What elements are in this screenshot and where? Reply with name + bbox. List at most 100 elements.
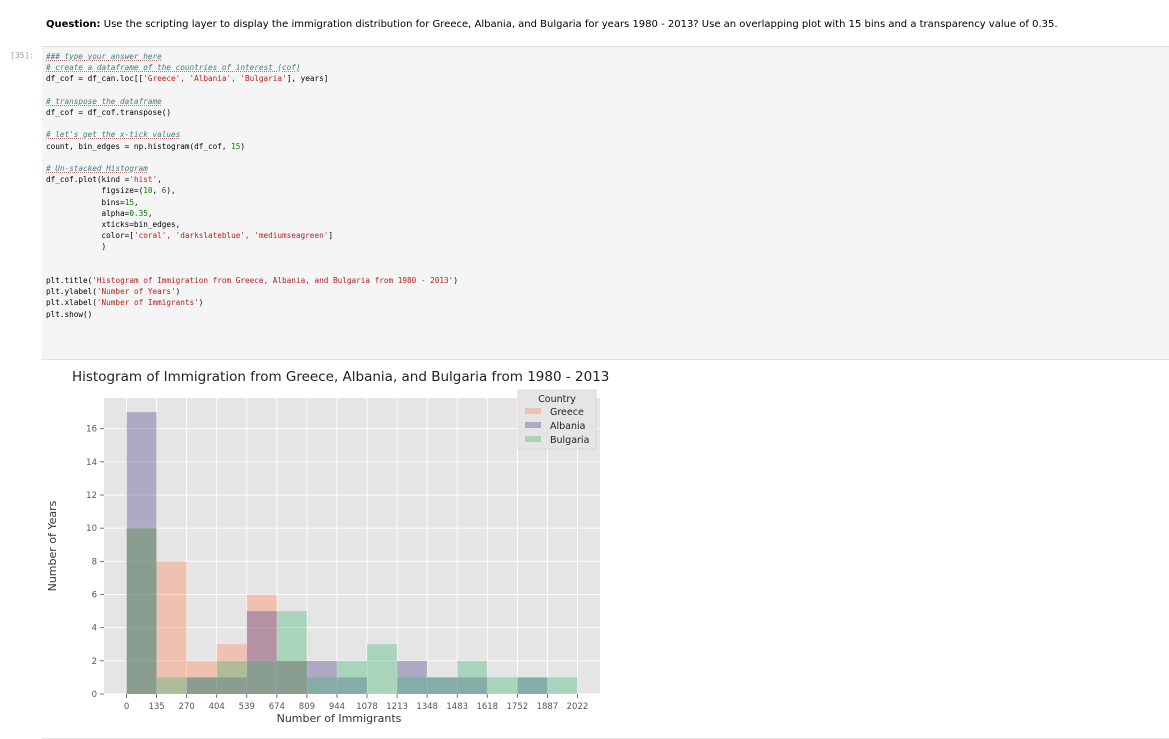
- y-axis-ticks: 0 2 4 6 8 10 12 14 16: [86, 425, 104, 700]
- code-line-12c: ,: [147, 208, 153, 218]
- x-tick-label: 674: [269, 702, 285, 712]
- bar-bulgaria-bin-8: [367, 644, 398, 694]
- bar-greece-bin-4: [246, 594, 277, 694]
- code-line-3b: 'Greece', 'Albania', 'Bulgaria': [143, 74, 287, 84]
- y-tick-label: 6: [92, 591, 97, 601]
- code-line-8: # Un-stacked Histogram: [46, 164, 148, 174]
- code-line-19: plt.show(): [46, 309, 93, 319]
- bar-albania-bin-13: [517, 677, 548, 694]
- bar-albania-bin-9: [397, 660, 428, 694]
- chart-title: Histogram of Immigration from Greece, Al…: [72, 369, 609, 385]
- question-text: Question: Use the scripting layer to dis…: [46, 18, 1156, 32]
- bar-bulgaria-bin-3: [216, 660, 247, 694]
- y-tick-label: 14: [86, 458, 97, 468]
- code-line-11a: bins=: [46, 197, 125, 207]
- bar-greece-bin-5: [276, 660, 307, 694]
- code-line-17c: ): [175, 287, 181, 297]
- bar-greece-bin-3: [216, 644, 247, 694]
- code-line-3c: ], years]: [286, 74, 329, 84]
- y-tick-label: 4: [92, 624, 97, 634]
- code-line-9a: df_cof.plot(kind =: [46, 175, 130, 185]
- bar-albania-bin-6: [306, 660, 337, 694]
- legend-label-greece: Greece: [550, 407, 584, 418]
- histogram-bars: [126, 412, 578, 694]
- code-line-18a: plt.xlabel(: [46, 298, 97, 308]
- code-line-5: df_cof = df_cof.transpose(): [46, 108, 171, 118]
- bar-bulgaria-bin-11: [457, 660, 488, 694]
- x-tick-label: 1213: [386, 702, 408, 712]
- histogram-chart: 0 2 4 6 8 10 12 14 16 0 135 270 404 539 674 809 944 1078…: [46, 369, 609, 725]
- x-tick-label: 270: [179, 702, 195, 712]
- bar-albania-bin-5: [276, 660, 307, 694]
- code-line-12b: 0.35: [129, 208, 148, 218]
- bar-albania-bin-3: [216, 677, 247, 694]
- bar-albania-bin-7: [336, 677, 368, 694]
- y-tick-label: 16: [86, 425, 97, 435]
- code-line-4: # transpose the dataframe: [46, 96, 162, 106]
- bar-albania-bin-2: [186, 677, 217, 694]
- bar-bulgaria-bin-14: [547, 677, 578, 694]
- bar-bulgaria-bin-4: [246, 660, 277, 694]
- bar-bulgaria-bin-2: [186, 677, 217, 694]
- question-label: Question:: [46, 19, 101, 30]
- bar-greece-bin-1: [156, 561, 187, 694]
- code-line-15: ): [46, 242, 107, 252]
- legend-title: Country: [538, 394, 576, 405]
- code-line-6: # let's get the x-tick values: [46, 130, 181, 140]
- bar-bulgaria-bin-9: [397, 677, 428, 694]
- code-line-11b: 15: [124, 197, 134, 207]
- bar-bulgaria-bin-5: [276, 611, 307, 694]
- x-tick-label: 539: [239, 702, 255, 712]
- code-line-14c: ]: [328, 231, 333, 241]
- code-line-18b: 'Number of Immigrants': [96, 298, 199, 308]
- x-axis-label: Number of Immigrants: [277, 712, 402, 725]
- x-tick-label: 1078: [356, 702, 378, 712]
- legend-box: [517, 389, 597, 450]
- legend-swatch-bulgaria: [525, 436, 541, 442]
- bar-bulgaria-bin-0: [126, 528, 157, 694]
- bar-albania-bin-0: [126, 412, 157, 694]
- x-tick-label: 1887: [537, 702, 559, 712]
- bar-greece-bin-0: [126, 528, 157, 694]
- x-tick-label: 1752: [507, 702, 529, 712]
- x-tick-label: 809: [299, 702, 315, 712]
- legend-label-bulgaria: Bulgaria: [550, 435, 589, 446]
- code-line-10c: ,: [152, 186, 162, 196]
- code-line-7b: 15: [231, 141, 241, 151]
- x-tick-label: 0: [124, 702, 129, 712]
- y-axis-label: Number of Years: [46, 500, 59, 591]
- code-line-11c: ,: [133, 197, 139, 207]
- y-tick-label: 2: [92, 657, 97, 667]
- x-tick-label: 1348: [416, 702, 438, 712]
- legend-label-albania: Albania: [550, 421, 585, 432]
- bar-bulgaria-bin-10: [427, 677, 458, 694]
- y-tick-label: 0: [92, 690, 97, 700]
- code-cell[interactable]: ### type your answer here # create a dat…: [42, 46, 1169, 360]
- x-tick-label: 404: [209, 702, 225, 712]
- x-tick-label: 1483: [446, 702, 468, 712]
- code-line-14b: 'coral', 'darkslateblue', 'mediumseagree…: [133, 231, 329, 241]
- legend-swatch-albania: [525, 422, 541, 428]
- code-line-3a: df_cof = df_can.loc[[: [46, 74, 144, 84]
- legend-swatch-greece: [525, 408, 541, 414]
- bar-greece-bin-2: [186, 660, 217, 694]
- code-line-12a: alpha=: [46, 208, 130, 218]
- x-tick-label: 944: [329, 702, 345, 712]
- bar-bulgaria-bin-7: [336, 660, 368, 694]
- code-line-9b: 'hist': [129, 175, 158, 185]
- code-line-9c: ,: [157, 175, 162, 185]
- question-body: Use the scripting layer to display the i…: [103, 19, 1058, 30]
- bar-bulgaria-bin-6: [306, 677, 337, 694]
- code-line-16b: 'Histogram of Immigration from Greece, A…: [92, 276, 454, 286]
- chart-legend: Country Greece Albania Bulgaria: [517, 389, 597, 450]
- code-line-16a: plt.title(: [46, 276, 93, 286]
- code-line-10d: 6: [161, 186, 167, 196]
- code-editor[interactable]: ### type your answer here # create a dat…: [46, 51, 458, 320]
- bar-albania-bin-4: [246, 611, 277, 694]
- bar-bulgaria-bin-13: [517, 677, 548, 694]
- bar-bulgaria-bin-1: [156, 677, 187, 694]
- code-line-13: xticks=bin_edges,: [46, 220, 181, 230]
- code-line-2: # create a dataframe of the countries of…: [46, 63, 301, 73]
- y-tick-label: 8: [92, 557, 97, 567]
- code-line-18c: ): [198, 298, 204, 308]
